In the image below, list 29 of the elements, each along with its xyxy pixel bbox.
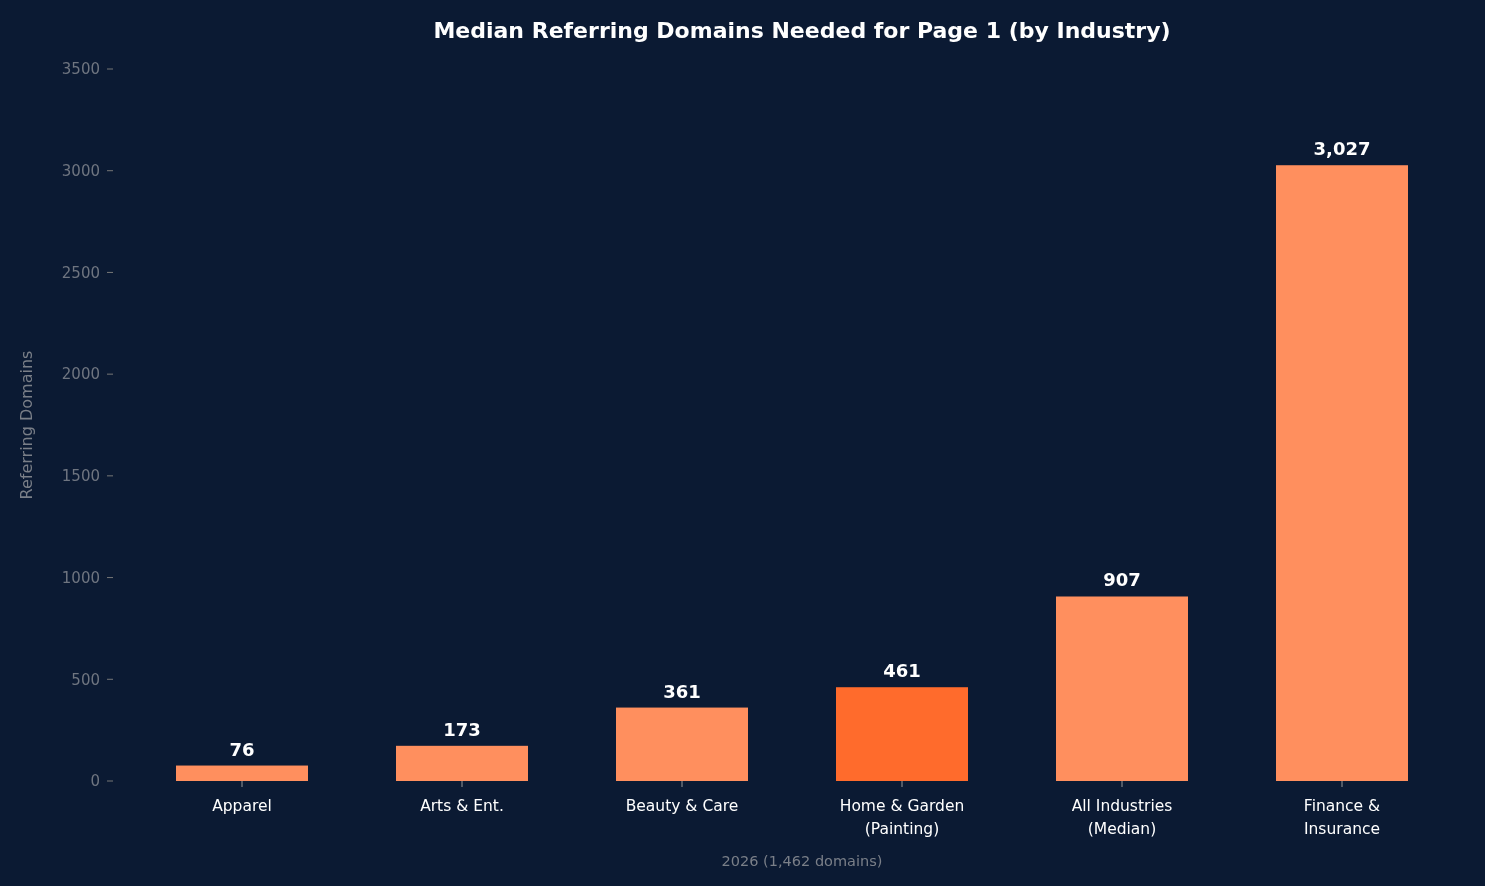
data-label: 461 <box>883 660 921 682</box>
y-tick-label: 3500 <box>61 60 100 79</box>
x-tick-label: Home & Garden (Painting) <box>839 797 965 838</box>
y-axis-title: Referring Domains <box>17 350 36 500</box>
x-tick-label: Apparel <box>212 797 272 815</box>
y-tick-label: 2000 <box>61 365 100 384</box>
chart-title: Median Referring Domains Needed for Page 1 (by Industry) <box>433 18 1171 43</box>
text: 2026 (1,462 domains) <box>721 853 883 869</box>
bar <box>836 687 968 781</box>
y-tick-label: 3000 <box>61 161 100 180</box>
y-tick-label: 0 <box>90 772 100 791</box>
data-label: 907 <box>1103 569 1141 591</box>
x-tick-label: Arts & Ent. <box>420 797 504 815</box>
x-tick-label: Finance & Insurance <box>1303 797 1381 838</box>
y-tick-label: 500 <box>71 670 100 689</box>
y-tick-label: 1500 <box>61 467 100 486</box>
bar <box>176 765 308 781</box>
bar <box>1056 596 1188 781</box>
x-tick-label: Beauty & Care <box>625 797 739 815</box>
x-tick-label: All Industries (Median) <box>1071 797 1173 838</box>
bar <box>1276 165 1408 781</box>
bar <box>396 745 528 781</box>
y-tick-label: 2500 <box>61 263 100 282</box>
data-label: 76 <box>229 738 255 760</box>
data-label: 3,027 <box>1313 138 1371 160</box>
data-label: 361 <box>663 680 701 702</box>
data-label: 173 <box>443 718 481 740</box>
bar <box>616 707 748 781</box>
y-tick-label: 1000 <box>61 568 100 587</box>
